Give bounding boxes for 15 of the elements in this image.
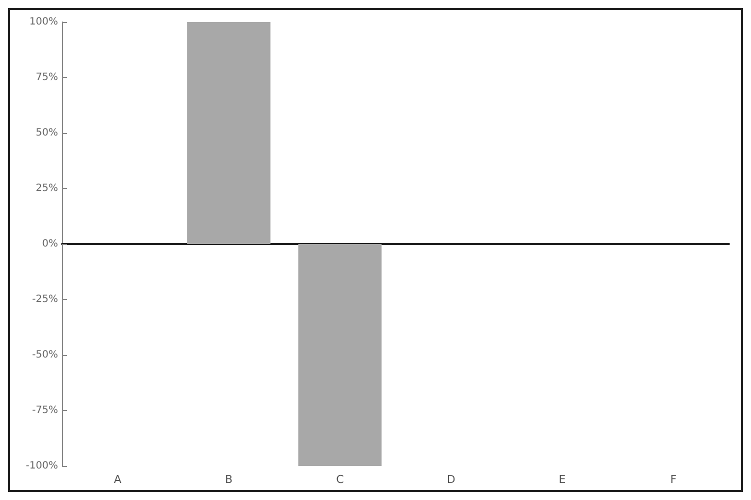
y-tick-label: -50% — [32, 350, 58, 360]
x-tick-label: C — [336, 473, 344, 486]
x-tick-label: E — [558, 473, 566, 486]
y-tick-label: -25% — [32, 294, 58, 305]
y-tick-label: -100% — [26, 460, 58, 472]
y-tick-label: -75% — [32, 405, 58, 416]
x-tick-label: B — [224, 473, 233, 486]
x-tick-label: A — [114, 473, 122, 486]
y-tick-label: 75% — [36, 72, 58, 83]
y-tick-label: 25% — [36, 183, 58, 194]
x-tick-label: D — [446, 473, 456, 486]
y-tick-label: 0% — [42, 238, 58, 250]
x-tick-label: F — [670, 473, 677, 486]
y-tick-label: 100% — [29, 16, 58, 28]
y-tick-label: 50% — [36, 128, 58, 138]
